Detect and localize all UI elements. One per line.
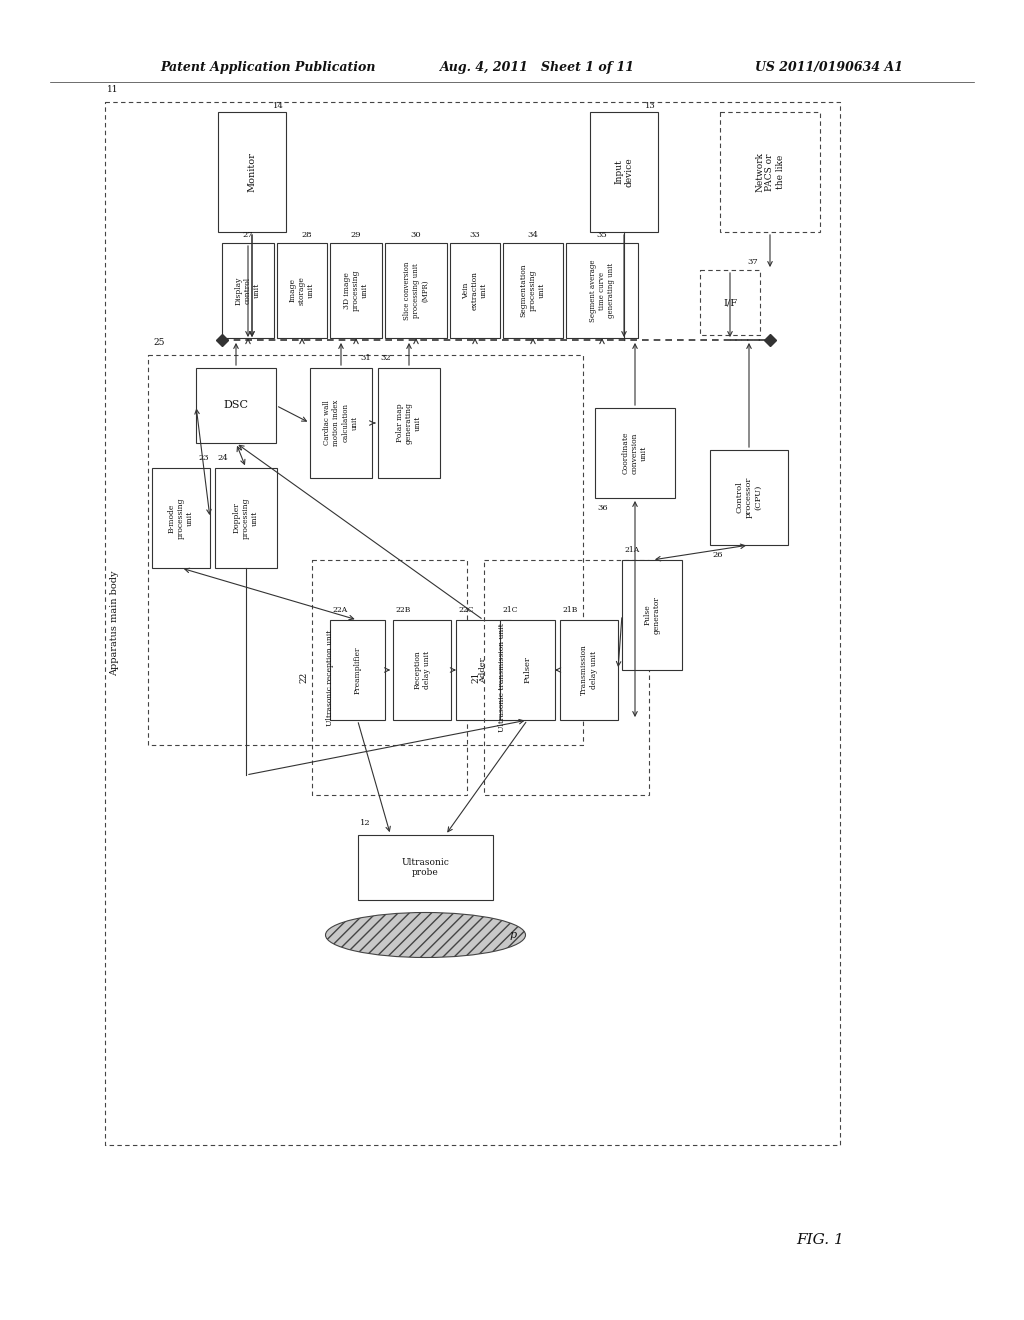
Text: Adder: Adder <box>479 657 487 682</box>
Text: Slice conversion
processing unit
(MPR): Slice conversion processing unit (MPR) <box>402 261 429 319</box>
Text: 12: 12 <box>360 818 371 828</box>
Bar <box>456 620 511 719</box>
Bar <box>590 112 658 232</box>
Text: Control
processor
(CPU): Control processor (CPU) <box>736 477 762 519</box>
Text: 22: 22 <box>299 672 308 684</box>
Text: 23: 23 <box>199 454 209 462</box>
Text: 26: 26 <box>712 550 723 558</box>
Text: Preamplifier: Preamplifier <box>353 647 361 694</box>
Text: 37: 37 <box>748 257 758 267</box>
Text: Input
device: Input device <box>614 157 634 187</box>
Bar <box>310 368 372 478</box>
Text: 25: 25 <box>153 338 165 347</box>
Text: DSC: DSC <box>223 400 249 411</box>
Text: Vein
extraction
unit: Vein extraction unit <box>462 271 488 310</box>
Text: 21C: 21C <box>502 606 517 614</box>
Text: 14: 14 <box>273 102 284 110</box>
Bar <box>450 243 500 338</box>
Text: Polar map
generating
unit: Polar map generating unit <box>396 403 422 444</box>
Text: Pulser: Pulser <box>523 656 531 684</box>
Bar <box>330 243 382 338</box>
Text: 22A: 22A <box>332 606 347 614</box>
Text: 32: 32 <box>380 354 390 362</box>
Text: 21B: 21B <box>562 606 578 614</box>
Text: 22B: 22B <box>395 606 411 614</box>
Text: FIG. 1: FIG. 1 <box>796 1233 844 1247</box>
Bar <box>218 112 286 232</box>
Bar <box>500 620 555 719</box>
Text: 33: 33 <box>470 231 480 239</box>
Text: Aug. 4, 2011   Sheet 1 of 11: Aug. 4, 2011 Sheet 1 of 11 <box>440 62 635 74</box>
Text: Apparatus main body: Apparatus main body <box>111 570 120 676</box>
Bar <box>278 243 327 338</box>
Text: Doppler
processing
unit: Doppler processing unit <box>232 498 259 539</box>
Bar <box>566 243 638 338</box>
Text: Monitor: Monitor <box>248 152 256 191</box>
Bar <box>720 112 820 232</box>
Bar <box>378 368 440 478</box>
Text: 24: 24 <box>217 454 227 462</box>
Bar <box>196 368 276 444</box>
Bar <box>710 450 788 545</box>
Text: Ultrasonic
probe: Ultrasonic probe <box>401 858 450 878</box>
Bar <box>700 271 760 335</box>
Bar <box>215 469 278 568</box>
Text: Ultrasonic transmission unit: Ultrasonic transmission unit <box>498 623 506 731</box>
Text: 28: 28 <box>302 231 312 239</box>
Bar <box>105 102 840 1144</box>
Bar <box>595 408 675 498</box>
Text: 34: 34 <box>527 231 539 239</box>
Text: Segment average
time curve
generating unit: Segment average time curve generating un… <box>589 259 615 322</box>
Text: Network
PACS or
the like: Network PACS or the like <box>755 152 785 191</box>
Ellipse shape <box>326 912 525 957</box>
Text: 21A: 21A <box>624 546 639 554</box>
Text: p: p <box>509 931 516 940</box>
Text: Pulse
generator: Pulse generator <box>643 597 660 634</box>
Bar <box>222 243 274 338</box>
Bar <box>312 560 467 795</box>
Text: Transmission
delay unit: Transmission delay unit <box>581 644 598 696</box>
Bar <box>385 243 447 338</box>
Text: 27: 27 <box>243 231 253 239</box>
Bar <box>358 836 493 900</box>
Text: 29: 29 <box>350 231 361 239</box>
Text: 30: 30 <box>411 231 421 239</box>
Text: Patent Application Publication: Patent Application Publication <box>160 62 376 74</box>
Bar <box>503 243 563 338</box>
Text: 13: 13 <box>645 102 656 110</box>
Text: Display
control
unit: Display control unit <box>234 276 261 305</box>
Text: 35: 35 <box>597 231 607 239</box>
Text: Ultrasonic reception unit: Ultrasonic reception unit <box>326 630 334 726</box>
Text: B-mode
processing
unit: B-mode processing unit <box>168 498 195 539</box>
Bar <box>484 560 649 795</box>
Bar <box>148 355 583 744</box>
Text: 31: 31 <box>360 354 371 362</box>
Text: Image
storage
unit: Image storage unit <box>289 276 315 305</box>
Text: US 2011/0190634 A1: US 2011/0190634 A1 <box>755 62 903 74</box>
Text: 11: 11 <box>106 84 119 94</box>
Text: I/F: I/F <box>723 298 737 308</box>
Text: 36: 36 <box>597 504 607 512</box>
Bar <box>560 620 618 719</box>
Text: Segmentation
processing
unit: Segmentation processing unit <box>520 264 546 317</box>
Bar <box>622 560 682 671</box>
Bar <box>152 469 210 568</box>
Text: 21: 21 <box>471 672 480 684</box>
Text: Reception
delay unit: Reception delay unit <box>414 651 431 689</box>
Bar <box>330 620 385 719</box>
Text: Coordinate
conversion
unit: Coordinate conversion unit <box>622 432 648 474</box>
Bar <box>393 620 451 719</box>
Text: 22C: 22C <box>458 606 473 614</box>
Text: 3D image
processing
unit: 3D image processing unit <box>343 269 370 312</box>
Text: Cardiac wall
motion index
calculation
unit: Cardiac wall motion index calculation un… <box>324 400 358 446</box>
